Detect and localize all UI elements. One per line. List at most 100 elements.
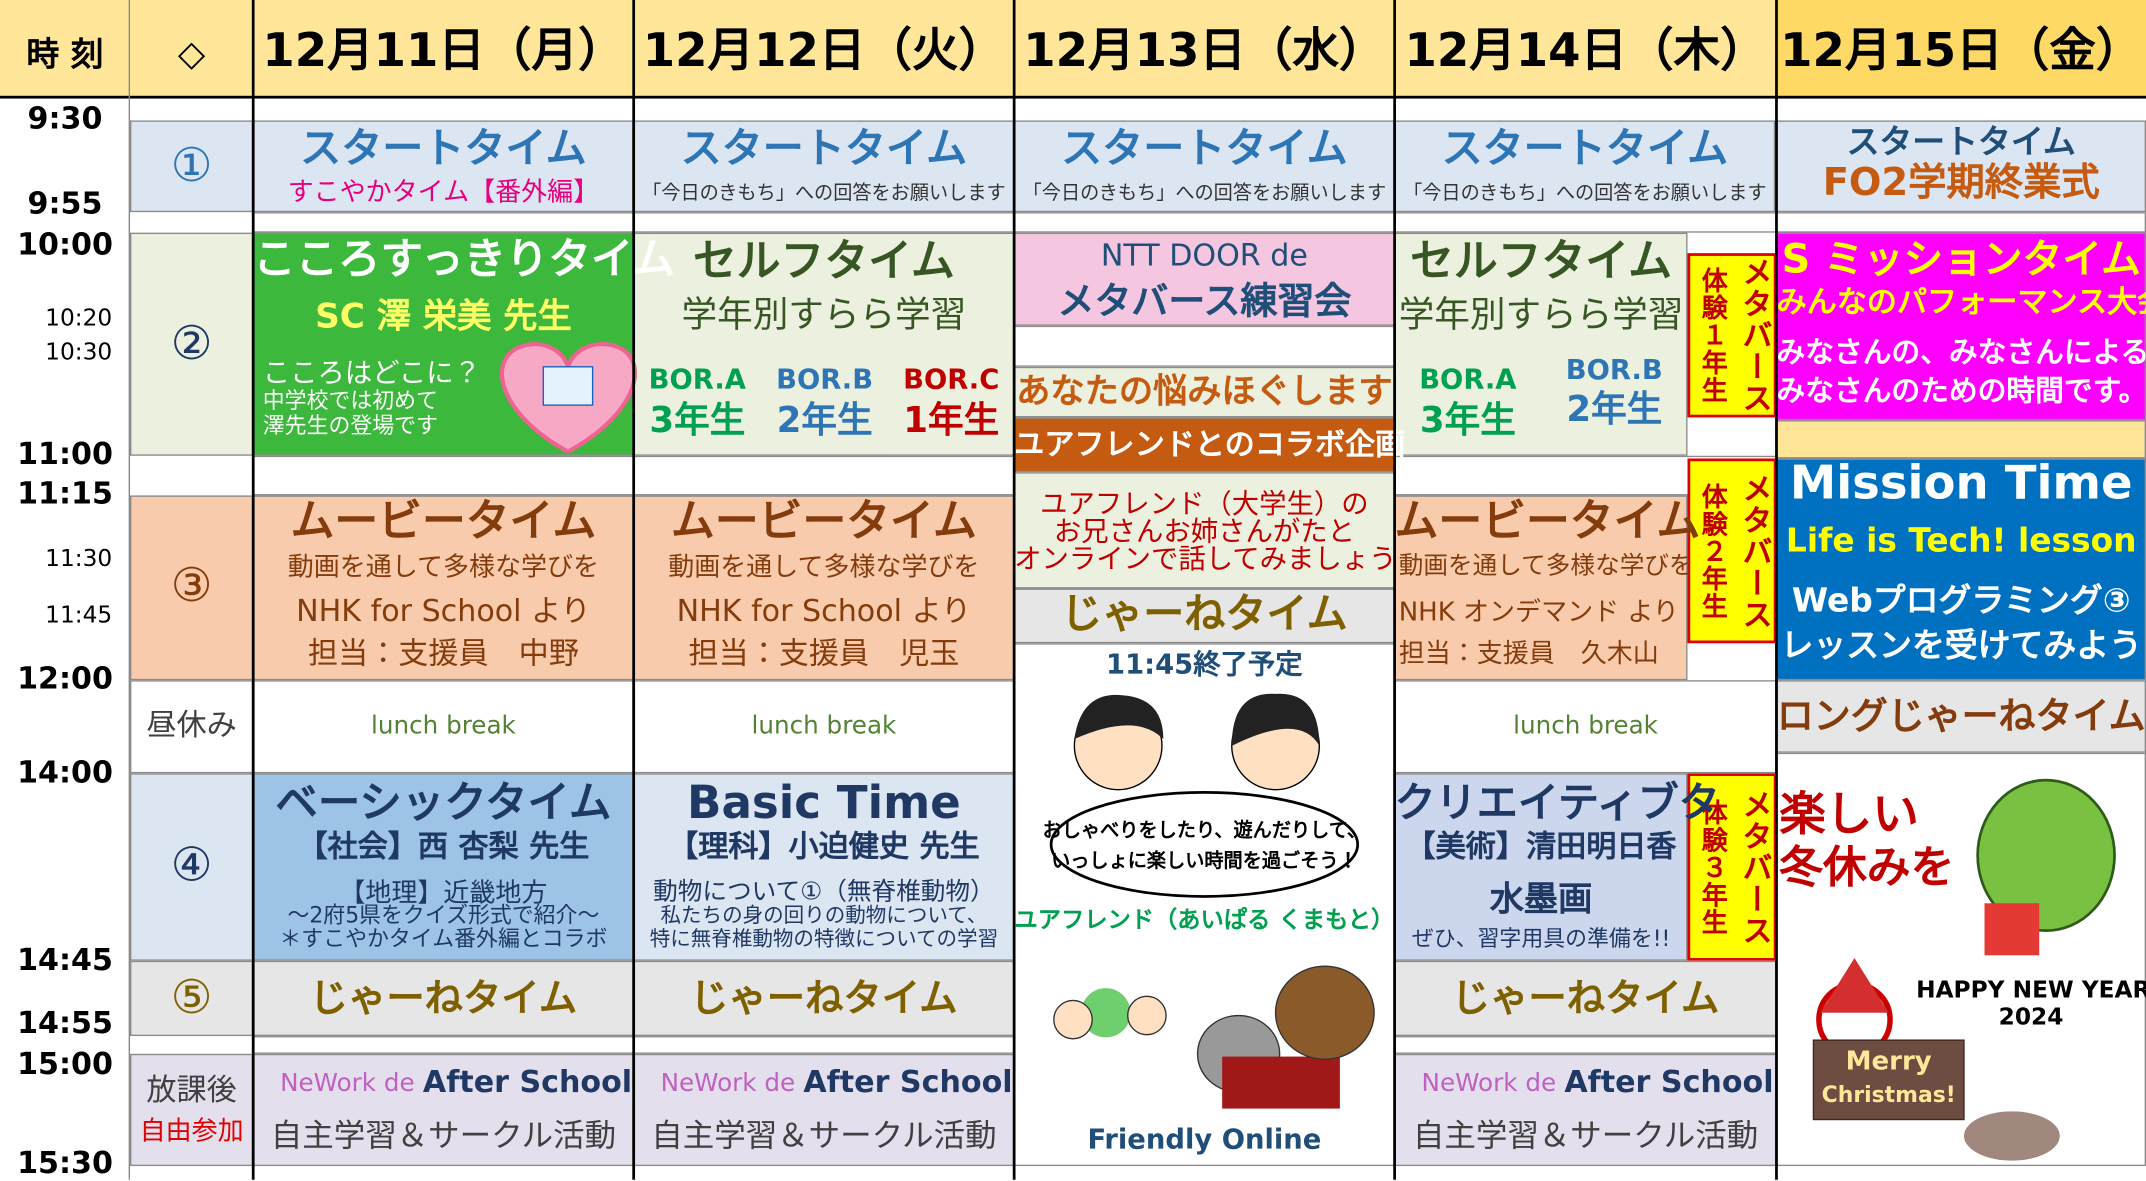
text: レッスンを受けてみよう — [1780, 626, 2142, 665]
text: 楽しい — [1779, 787, 1919, 843]
period-cell — [130, 232, 254, 456]
cell-fri-p3 — [1776, 458, 2146, 681]
text: 【社会】西 杏梨 先生 — [297, 830, 590, 865]
text: 1年生 — [903, 400, 1000, 442]
text: スタートタイム — [680, 125, 968, 174]
text: おしゃべりをしたり、遊んだりして、 — [1042, 820, 1367, 843]
text: 特に無脊椎動物の特徴についての学習 — [649, 926, 999, 951]
text: ムービータイム — [671, 494, 977, 547]
text: 10:20 — [45, 304, 113, 333]
cell-thu-after — [1394, 1053, 1777, 1167]
cell-wed-p2b — [1014, 366, 1395, 418]
text: 15:30 — [17, 1146, 113, 1181]
text: 2024 — [1998, 1004, 2064, 1032]
text: 学年別すらら学習 — [681, 295, 967, 337]
text: ③ — [170, 558, 213, 614]
text: ロングじゃーねタイム — [1776, 695, 2146, 738]
text: BOR.A — [1419, 362, 1517, 396]
text: ～2府5県をクイズ形式で紹介～ — [287, 902, 600, 929]
cell-tue-p4 — [633, 773, 1015, 961]
text: メタバース — [1737, 788, 1772, 946]
text: じゃーねタイム — [1451, 975, 1720, 1021]
cell-mon-start — [253, 120, 634, 213]
cell-tue-after — [633, 1053, 1015, 1167]
text: メタバース — [1737, 256, 1772, 415]
cell-mon-p5 — [253, 960, 634, 1037]
text: メタバース練習会 — [1057, 280, 1352, 324]
text: NeWork de — [1421, 1069, 1557, 1098]
cell-mon-p4 — [253, 773, 634, 961]
text: 14:00 — [17, 756, 113, 791]
text: セルフタイム — [1410, 234, 1673, 287]
column-line — [128, 0, 131, 1180]
text: みなさんの、みなさんによる、 — [1776, 335, 2146, 369]
text: 自由参加 — [139, 1116, 244, 1147]
text: 【理科】小迫健史 先生 — [668, 830, 980, 865]
text: みんなのパフォーマンス大会③ — [1776, 285, 2146, 321]
text: 14:45 — [17, 944, 113, 979]
text: Christmas! — [1821, 1081, 1956, 1108]
text: BOR.A — [648, 362, 746, 396]
text: Friendly Online — [1087, 1122, 1322, 1156]
text: 動画を通して多様な学びを — [287, 552, 600, 583]
cell-fri-start — [1776, 120, 2146, 213]
gap-cell — [1776, 420, 2146, 459]
text: 14:55 — [17, 1007, 113, 1042]
text: NHK オンデマンド より — [1398, 597, 1679, 628]
text: ベーシックタイム — [275, 778, 612, 828]
text: ぜひ、習字用具の準備を!! — [1411, 925, 1671, 952]
text: SC 澤 栄美 先生 — [315, 295, 572, 336]
text: スタートタイム — [1846, 122, 2076, 162]
cell-thu-p2 — [1394, 232, 1688, 456]
text: lunch break — [751, 711, 897, 741]
period-cell — [130, 495, 254, 681]
text: 15:00 — [17, 1048, 113, 1083]
cell-thu-m2 — [1687, 458, 1777, 644]
text: lunch break — [371, 711, 516, 741]
text: 中学校では初めて — [262, 387, 438, 414]
text: ② — [170, 316, 213, 372]
text: ユアフレンド（大学生）の — [1040, 487, 1369, 521]
cell-fri-lunch — [1776, 680, 2146, 753]
text: BOR.B — [1565, 353, 1663, 386]
text: 学年別すらら学習 — [1398, 295, 1684, 337]
text: 「今日のきもち」への回答をお願いします — [1403, 182, 1767, 205]
period-cell — [130, 1053, 254, 1167]
text: ⑤ — [170, 970, 213, 1026]
text: すこやかタイム【番外編】 — [287, 177, 600, 208]
text: お兄さんお姉さんがたと — [1053, 514, 1355, 548]
period-cell — [130, 960, 254, 1037]
text: 動画を通して多様な学びを — [668, 552, 980, 583]
text: After School — [422, 1066, 633, 1101]
text: 冬休みを — [1779, 840, 1955, 893]
text: NeWork de — [660, 1069, 796, 1098]
text: 3年生 — [1419, 400, 1516, 442]
cell-thu-m3 — [1687, 773, 1777, 961]
text: Mission Time — [1789, 456, 2133, 511]
text: 担当：支援員 久木山 — [1398, 638, 1659, 669]
text: 担当：支援員 中野 — [307, 637, 579, 672]
text: 「今日のきもち」への回答をお願いします — [642, 182, 1006, 205]
text: じゃーねタイム — [309, 975, 578, 1021]
cell-fri-p2 — [1776, 232, 2146, 421]
text: 12:00 — [17, 662, 113, 697]
text: NeWork de — [280, 1069, 415, 1098]
text: NTT DOOR de — [1100, 239, 1308, 274]
text: 12月14日（木） — [1404, 23, 1767, 79]
text: ④ — [170, 838, 213, 893]
text: 担当：支援員 児玉 — [688, 637, 960, 672]
column-line — [1775, 0, 1778, 1180]
text: 昼休み — [146, 708, 237, 744]
cell-wed-ill — [1014, 643, 1395, 1167]
text: 11:30 — [45, 545, 113, 573]
text: 体験２年生 — [1697, 482, 1728, 620]
text: FO2学期終業式 — [1822, 159, 2100, 205]
text: スタートタイム — [300, 125, 587, 174]
text: 自主学習＆サークル活動 — [270, 1118, 617, 1155]
cell-tue-p2 — [633, 232, 1015, 456]
text: 水墨画 — [1489, 878, 1593, 919]
text: Merry — [1845, 1046, 1932, 1077]
text: 自主学習＆サークル活動 — [651, 1118, 997, 1155]
text: みなさんのための時間です。 — [1776, 374, 2146, 408]
text: こころすっきりタイム — [253, 235, 675, 285]
